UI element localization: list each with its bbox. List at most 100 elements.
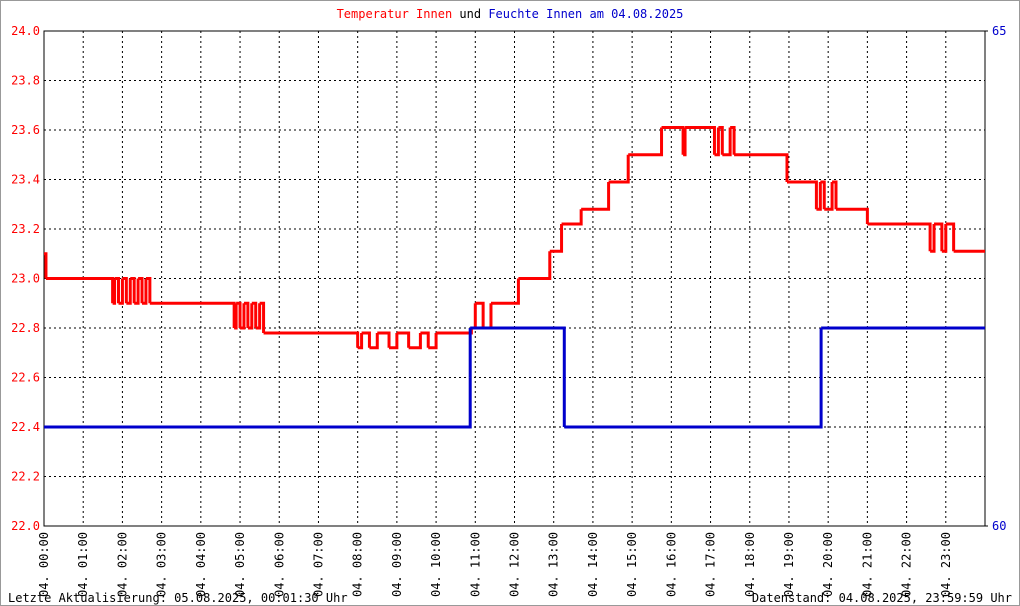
- data-line: [149, 301, 236, 328]
- data-line: [836, 207, 869, 225]
- data-line: [685, 126, 716, 155]
- data-line: [369, 332, 379, 350]
- x-tick-label: 04. 20:00: [821, 532, 835, 597]
- x-tick-label: 04. 06:00: [272, 532, 286, 597]
- data-line: [714, 127, 720, 157]
- data-line: [389, 332, 399, 350]
- data-line: [236, 301, 242, 328]
- data-line: [145, 277, 152, 304]
- data-line: [945, 222, 956, 252]
- data-line: [683, 127, 687, 157]
- x-tick-label: 04. 10:00: [429, 532, 443, 597]
- data-line: [247, 303, 254, 330]
- data-line: [941, 224, 948, 253]
- data-line: [470, 326, 566, 427]
- data-line: [234, 303, 238, 330]
- data-line: [730, 126, 736, 155]
- y-tick-label: 23.2: [11, 222, 40, 236]
- data-line: [134, 278, 140, 305]
- x-tick-label: 04. 13:00: [547, 532, 561, 597]
- chart-title: Temperatur Innen und Feuchte Innen am 04…: [337, 7, 684, 21]
- x-tick-label: 04. 11:00: [468, 532, 482, 597]
- x-tick-label: 04. 14:00: [586, 532, 600, 597]
- data-line: [126, 278, 132, 305]
- data-line: [581, 181, 611, 211]
- data-line: [361, 331, 371, 348]
- x-tick-label: 04. 07:00: [311, 532, 325, 597]
- data-line: [490, 278, 520, 305]
- x-tick-label: 04. 22:00: [900, 532, 914, 597]
- x-tick-label: 04. 12:00: [508, 532, 522, 597]
- data-line: [243, 301, 250, 328]
- data-line: [251, 301, 258, 328]
- x-tick-label: 04. 03:00: [155, 532, 169, 597]
- data-line: [564, 328, 823, 429]
- x-tick-label: 04. 21:00: [860, 532, 874, 597]
- data-line: [408, 332, 422, 350]
- data-line: [114, 277, 120, 304]
- data-line: [832, 180, 838, 210]
- x-tick-label: 04. 23:00: [939, 532, 953, 597]
- data-line: [718, 126, 724, 155]
- data-line: [130, 277, 136, 304]
- x-tick-label: 04. 04:00: [194, 532, 208, 597]
- data-line: [122, 277, 128, 304]
- data-line: [396, 331, 411, 348]
- data-line: [357, 332, 364, 350]
- data-line: [786, 180, 818, 210]
- title-suffix: am 04.08.2025: [589, 7, 683, 21]
- title-series-2: Feuchte Innen: [488, 7, 582, 21]
- y-tick-label: 23.4: [11, 173, 40, 187]
- title-joiner: und: [459, 7, 481, 21]
- y-tick-label: 22.2: [11, 470, 40, 484]
- data-line: [628, 127, 664, 157]
- x-tick-label: 04. 00:00: [37, 532, 51, 597]
- data-line: [255, 303, 262, 330]
- x-tick-label: 04. 17:00: [704, 532, 718, 597]
- data-line: [44, 252, 48, 279]
- data-line: [867, 222, 932, 252]
- data-line: [138, 277, 144, 304]
- y-tick-label: 22.0: [11, 519, 40, 533]
- x-tick-label: 04. 02:00: [115, 532, 129, 597]
- x-tick-label: 04. 01:00: [76, 532, 90, 597]
- data-line: [934, 222, 944, 252]
- y2-tick-label: 60: [992, 519, 1006, 533]
- x-tick-label: 04. 05:00: [233, 532, 247, 597]
- data-line: [608, 154, 630, 184]
- y-tick-label: 23.8: [11, 74, 40, 88]
- data-line: [112, 278, 117, 305]
- data-line: [816, 181, 822, 211]
- data-line: [118, 278, 124, 305]
- y-tick-label: 24.0: [11, 24, 40, 38]
- data-line: [240, 303, 246, 330]
- data-line: [45, 277, 115, 304]
- x-tick-label: 04. 08:00: [351, 532, 365, 597]
- data-line: [475, 301, 485, 328]
- footer-left: Letzte Aktualisierung: 05.08.2025, 00:01…: [8, 591, 348, 605]
- data-line: [824, 181, 834, 211]
- data-line: [661, 126, 685, 155]
- x-tick-label: 04. 18:00: [743, 532, 757, 597]
- data-line: [428, 332, 438, 350]
- y2-tick-label: 65: [992, 24, 1006, 38]
- data-line: [518, 251, 552, 280]
- x-tick-label: 04. 09:00: [390, 532, 404, 597]
- data-line: [820, 180, 826, 210]
- y-tick-label: 23.6: [11, 123, 40, 137]
- y-tick-label: 22.4: [11, 420, 40, 434]
- y-tick-label: 22.6: [11, 371, 40, 385]
- data-line: [263, 331, 360, 348]
- x-tick-label: 04. 16:00: [664, 532, 678, 597]
- footer-right: Datenstand: 04.08.2025, 23:59:59 Uhr: [752, 591, 1012, 605]
- data-line: [44, 328, 472, 429]
- data-line: [259, 301, 266, 333]
- data-line: [377, 331, 391, 348]
- x-tick-label: 04. 15:00: [625, 532, 639, 597]
- data-line: [420, 331, 430, 348]
- data-line: [561, 209, 583, 226]
- title-series-1: Temperatur Innen: [337, 7, 453, 21]
- y-tick-label: 22.8: [11, 321, 40, 335]
- data-line: [722, 127, 732, 157]
